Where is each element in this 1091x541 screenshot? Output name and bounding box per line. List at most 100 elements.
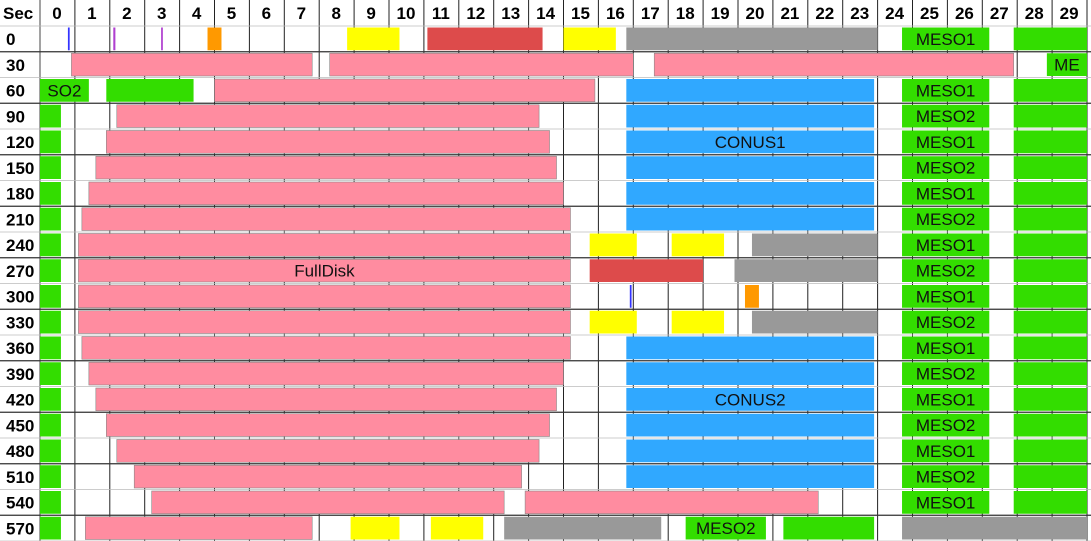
schedule-block-green <box>40 336 61 360</box>
corner-label: Sec <box>3 4 33 23</box>
schedule-block-gray <box>734 259 878 282</box>
x-tick-label: 1 <box>87 4 96 23</box>
schedule-block-green <box>40 233 61 257</box>
schedule-block-green <box>40 104 61 128</box>
x-tick-label: 21 <box>780 4 799 23</box>
block-label: MESO1 <box>916 184 976 203</box>
block-label: MESO2 <box>916 210 976 229</box>
schedule-block-green <box>40 259 61 282</box>
x-tick-label: 6 <box>262 4 271 23</box>
schedule-block-green <box>106 79 194 102</box>
schedule-block-pink <box>78 284 571 309</box>
schedule-block-yellow <box>589 310 637 334</box>
schedule-block-gray <box>626 27 878 51</box>
schedule-block-green <box>40 182 61 205</box>
block-label: MESO2 <box>916 468 976 487</box>
schedule-block-green <box>902 413 990 437</box>
block-label: CONUS2 <box>715 390 786 409</box>
row-label: 330 <box>6 313 34 332</box>
x-tick-label: 0 <box>52 4 61 23</box>
schedule-block-blue <box>626 388 875 411</box>
schedule-block-blue <box>626 130 875 154</box>
block-label: ME <box>1054 56 1080 75</box>
x-tick-label: 12 <box>466 4 485 23</box>
schedule-block-blue <box>626 207 875 231</box>
schedule-block-green <box>902 130 990 154</box>
block-label: MESO2 <box>916 159 976 178</box>
schedule-block-gray <box>504 516 662 540</box>
schedule-block-green <box>902 233 990 257</box>
row-label: 60 <box>6 82 25 101</box>
schedule-block-green <box>902 362 990 385</box>
schedule-block-green <box>1013 130 1087 154</box>
x-tick-label: 10 <box>397 4 416 23</box>
schedule-block-green <box>40 130 61 154</box>
x-tick-label: 20 <box>746 4 765 23</box>
schedule-block-yellow <box>430 516 484 540</box>
schedule-block-green <box>902 336 990 360</box>
schedule-block-green <box>685 516 766 540</box>
schedule-blocks <box>40 27 1087 540</box>
schedule-block-green <box>902 491 990 514</box>
schedule-block-green <box>783 516 875 540</box>
row-label: 540 <box>6 494 34 513</box>
block-label: MESO1 <box>916 133 976 152</box>
x-tick-label: 5 <box>227 4 236 23</box>
schedule-block-green <box>902 104 990 128</box>
x-tick-label: 14 <box>536 4 555 23</box>
block-label: MESO1 <box>916 390 976 409</box>
schedule-block-orange <box>744 285 759 308</box>
schedule-block-green <box>902 388 990 411</box>
schedule-block-green <box>1013 465 1087 488</box>
x-tick-label: 19 <box>711 4 730 23</box>
schedule-block-navy <box>67 27 70 51</box>
x-tick-label: 15 <box>571 4 590 23</box>
schedule-block-green <box>902 259 990 282</box>
row-label: 210 <box>6 210 34 229</box>
block-labels: MESO1 MESO2 MESO1 MESO2 CONUS1 MESO1 MESO2 MESO… <box>47 30 1079 538</box>
schedule-block-purple <box>161 27 163 51</box>
schedule-block-green <box>1013 104 1087 128</box>
schedule-block-green <box>40 439 61 463</box>
schedule-block-orange <box>207 27 222 51</box>
schedule-block-yellow <box>671 310 725 334</box>
schedule-block-pink <box>81 336 571 360</box>
x-tick-label: 2 <box>122 4 131 23</box>
x-tick-label: 27 <box>990 4 1009 23</box>
row-label: 150 <box>6 159 34 178</box>
schedule-block-pink <box>85 516 313 540</box>
schedule-block-green <box>1013 233 1087 257</box>
schedule-block-green <box>1013 207 1087 231</box>
schedule-block-pink <box>106 413 550 437</box>
block-label: CONUS1 <box>715 133 786 152</box>
schedule-block-pink <box>106 130 550 154</box>
schedule-block-green <box>40 491 61 514</box>
block-label: MESO2 <box>916 416 976 435</box>
schedule-block-red <box>589 259 704 282</box>
row-label: 570 <box>6 519 34 538</box>
schedule-block-pink <box>214 78 596 103</box>
x-tick-label: 4 <box>192 4 202 23</box>
schedule-block-green <box>1013 79 1087 102</box>
schedule-block-green <box>40 156 61 179</box>
schedule-block-green <box>40 310 61 334</box>
schedule-block-navy <box>629 285 632 308</box>
schedule-block-green <box>40 207 61 231</box>
schedule-block-green <box>902 310 990 334</box>
block-label: MESO2 <box>916 365 976 384</box>
schedule-block-green <box>1013 362 1087 385</box>
schedule-block-gray <box>902 516 1087 540</box>
row-label: 30 <box>6 56 25 75</box>
x-tick-label: 11 <box>432 4 450 23</box>
schedule-block-pink <box>95 155 557 180</box>
schedule-block-blue <box>626 413 875 437</box>
schedule-block-pink <box>78 233 571 257</box>
x-tick-label: 25 <box>920 4 939 23</box>
schedule-block-blue <box>626 465 875 488</box>
row-label: 510 <box>6 468 34 487</box>
row-label: 0 <box>6 30 15 49</box>
schedule-block-green <box>40 362 61 385</box>
schedule-block-purple <box>113 27 116 51</box>
row-label: 360 <box>6 339 34 358</box>
schedule-block-yellow <box>347 27 400 51</box>
